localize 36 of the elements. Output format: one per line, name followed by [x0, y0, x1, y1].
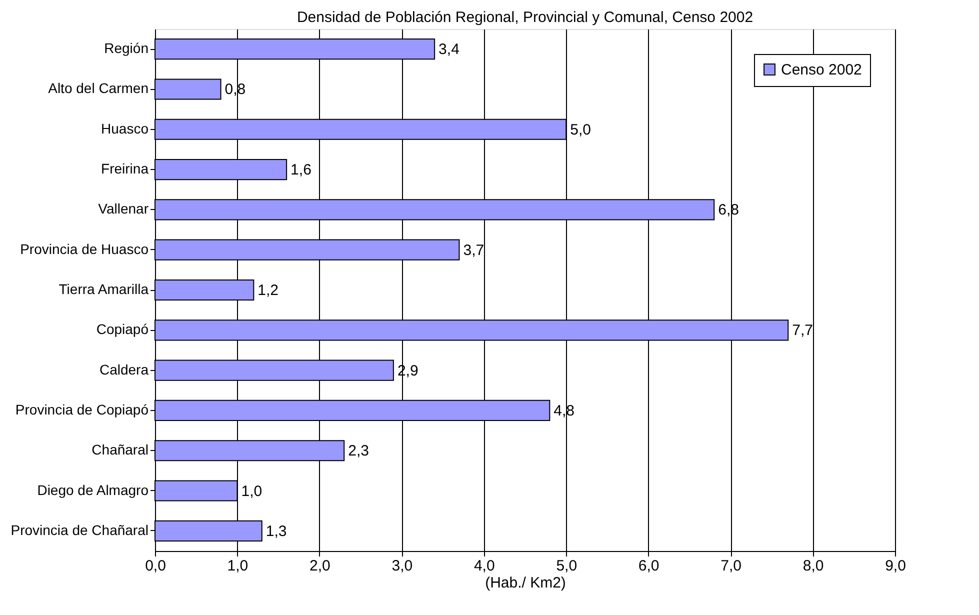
y-tick-label: Alto del Carmen [48, 80, 148, 96]
y-tick-label: Provincia de Chañaral [10, 522, 148, 538]
x-axis-title: (Hab./ Km2) [485, 574, 566, 592]
y-tick-label: Provincia de Copiapó [15, 401, 149, 418]
data-label: 2,3 [348, 442, 369, 460]
y-tick-label: Freirina [101, 160, 149, 177]
x-tick-label: 4,0 [474, 558, 495, 574]
y-tick-label: Chañaral [92, 442, 148, 458]
data-label: 1,2 [258, 282, 279, 299]
y-tick-label: Tierra Amarilla [58, 281, 149, 297]
x-tick-label: 6,0 [638, 558, 660, 574]
data-label: 5,0 [570, 121, 591, 138]
data-label: 7,7 [792, 322, 813, 340]
data-label: 1,3 [266, 522, 287, 540]
x-tick-label: 9,0 [885, 558, 906, 574]
x-tick-label: 1,0 [227, 558, 248, 574]
y-tick-label: Región [104, 40, 148, 56]
y-tick-label: Caldera [99, 361, 149, 378]
y-tick-label: Provincia de Huasco [20, 240, 149, 257]
y-tick-label: Vallenar [98, 200, 149, 217]
data-label: 3,7 [463, 242, 484, 259]
x-tick-label: 0,0 [145, 558, 166, 574]
y-tick-label: Huasco [101, 120, 149, 136]
data-label: 1,6 [290, 162, 312, 179]
legend-label: Censo 2002 [781, 62, 862, 78]
x-tick-label: 2,0 [310, 558, 330, 574]
y-tick-label: Copiapó [96, 321, 149, 338]
data-label: 3,4 [438, 41, 460, 58]
y-tick-label: Diego de Almagro [37, 482, 149, 498]
x-tick-label: 3,0 [392, 558, 413, 574]
x-tick-label: 5,0 [556, 558, 578, 574]
x-tick-label: 7,0 [720, 558, 742, 574]
chart-title: Densidad de Población Regional, Provincial y Comunal, Censo 2002 [296, 9, 754, 26]
x-tick-label: 8,0 [802, 558, 824, 574]
data-label: 1,0 [241, 482, 262, 500]
bar [154, 78, 222, 100]
